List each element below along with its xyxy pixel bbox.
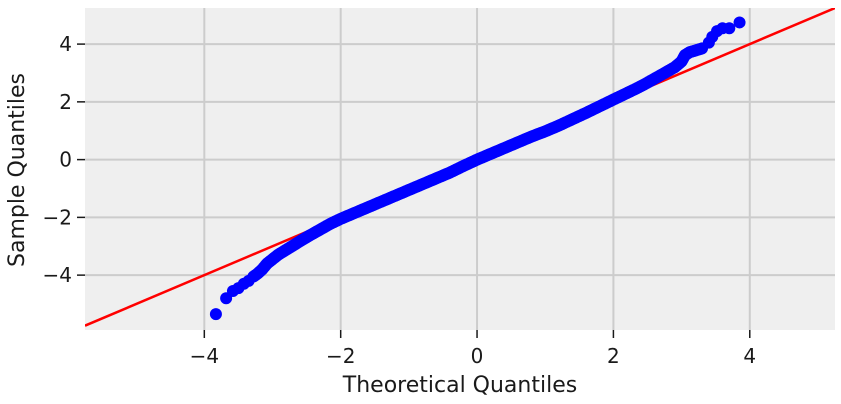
- data-point: [723, 22, 736, 35]
- y-axis-label: Sample Quantiles: [5, 73, 30, 267]
- x-tick-label: −4: [190, 344, 219, 368]
- x-tick-label: 2: [607, 344, 620, 368]
- x-tick-label: −2: [326, 344, 355, 368]
- x-axis-label: Theoretical Quantiles: [342, 373, 577, 398]
- x-tick-label: 0: [471, 344, 484, 368]
- y-tick-label: −4: [43, 263, 72, 287]
- y-tick-label: 4: [59, 32, 72, 56]
- data-point: [733, 16, 746, 29]
- x-tick-label: 4: [743, 344, 756, 368]
- data-point: [209, 308, 222, 321]
- y-tick-label: 2: [59, 90, 72, 114]
- y-tick-label: −2: [43, 205, 72, 229]
- y-tick-label: 0: [59, 148, 72, 172]
- data-points: [209, 16, 746, 321]
- axis-ticks: −4 −2 0 2 4 −4 −2 0 2 4: [43, 32, 757, 368]
